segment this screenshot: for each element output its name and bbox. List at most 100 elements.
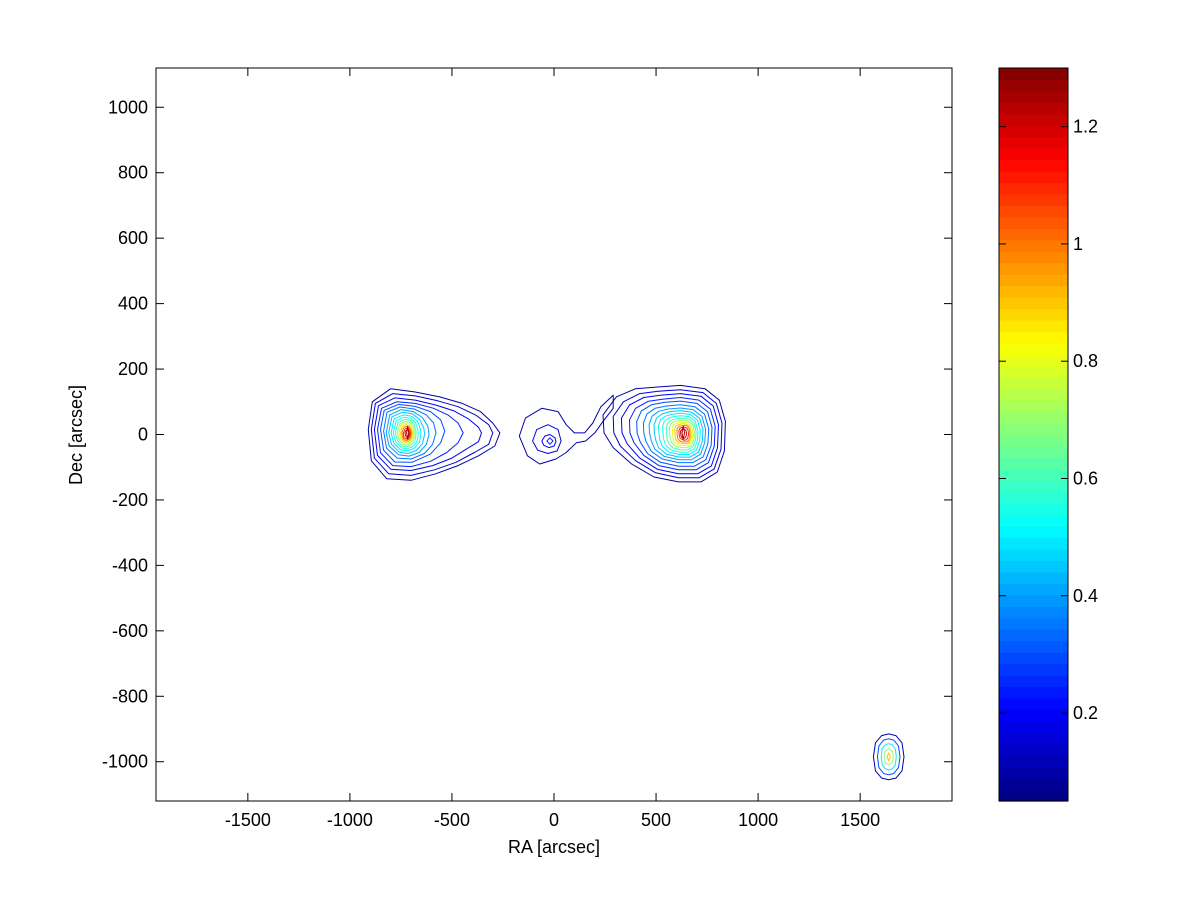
- x-tick-label: 0: [549, 810, 559, 830]
- contour-line: [370, 393, 494, 476]
- contour-line: [390, 414, 422, 452]
- colorbar-band: [999, 503, 1068, 516]
- contour-line: [676, 424, 691, 443]
- y-tick-label: 1000: [108, 97, 148, 117]
- source-point-source: [872, 733, 905, 781]
- contour-line: [373, 397, 482, 471]
- contour-line: [396, 420, 415, 446]
- contour-line: [648, 407, 707, 461]
- colorbar-band: [999, 171, 1068, 184]
- colorbar-band: [999, 697, 1068, 710]
- y-tick-label: -600: [112, 621, 148, 641]
- contour-line: [681, 425, 686, 440]
- contour-line: [398, 422, 414, 444]
- contour-line: [658, 412, 701, 455]
- contour-lines: [367, 384, 905, 781]
- colorbar-band: [999, 583, 1068, 596]
- contour-line: [636, 400, 713, 467]
- colorbar-band: [999, 743, 1068, 756]
- colorbar-band: [999, 755, 1068, 768]
- x-tick-label: 1500: [840, 810, 880, 830]
- y-tick-label: -200: [112, 490, 148, 510]
- colorbar-band: [999, 182, 1068, 195]
- colorbar-band: [999, 136, 1068, 149]
- colorbar-band: [999, 216, 1068, 229]
- contour-line: [877, 738, 901, 776]
- colorbar-band: [999, 457, 1068, 470]
- colorbar-band: [999, 400, 1068, 413]
- colorbar-band: [999, 102, 1068, 115]
- colorbar-band: [999, 789, 1068, 802]
- contour-line: [880, 743, 897, 771]
- contour-line: [388, 411, 426, 454]
- colorbar-band: [999, 663, 1068, 676]
- colorbar-band: [999, 319, 1068, 333]
- y-tick-label: 0: [138, 425, 148, 445]
- colorbar-band: [999, 193, 1068, 207]
- colorbar-tick-label: 0.2: [1073, 703, 1098, 723]
- contour-line: [377, 401, 464, 468]
- colorbar-band: [999, 342, 1068, 355]
- contour-line: [629, 397, 716, 471]
- contour-line: [883, 748, 894, 766]
- contour-line: [678, 426, 689, 441]
- colorbar-band: [999, 675, 1068, 688]
- contour-line: [385, 409, 430, 457]
- colorbar-band: [999, 262, 1068, 275]
- y-tick-label: -400: [112, 555, 148, 575]
- colorbar-band: [999, 617, 1068, 630]
- colorbar-band: [999, 606, 1068, 619]
- contour-line: [669, 419, 695, 449]
- source-east-lobe: [602, 384, 726, 483]
- colorbar-band: [999, 148, 1068, 161]
- colorbar-band: [999, 354, 1068, 367]
- x-axis-label: RA [arcsec]: [508, 837, 600, 857]
- colorbar-band: [999, 720, 1068, 733]
- y-tick-label: -1000: [102, 752, 148, 772]
- y-axis: -1000 -800 -600 -400 -200 0 200 400 600 800 1000: [102, 97, 952, 772]
- colorbar-gradient: [999, 68, 1068, 802]
- colorbar-band: [999, 297, 1068, 310]
- colorbar-band: [999, 434, 1068, 447]
- colorbar-band: [999, 377, 1068, 390]
- contour-line: [872, 733, 905, 781]
- x-tick-label: -1000: [327, 810, 373, 830]
- colorbar-band: [999, 686, 1068, 699]
- contour-line: [662, 415, 699, 453]
- colorbar-band: [999, 594, 1068, 607]
- colorbar-band: [999, 411, 1068, 424]
- y-tick-label: 400: [118, 294, 148, 314]
- colorbar-band: [999, 79, 1068, 92]
- colorbar-band: [999, 285, 1068, 298]
- contour-line: [401, 425, 412, 441]
- contour-line: [602, 384, 726, 483]
- contour-line: [674, 423, 692, 445]
- contour-line: [642, 404, 710, 464]
- colorbar-band: [999, 445, 1068, 458]
- colorbar-band: [999, 766, 1068, 779]
- colorbar-band: [999, 537, 1068, 550]
- contour-line: [406, 425, 410, 440]
- colorbar-band: [999, 90, 1068, 103]
- colorbar-band: [999, 468, 1068, 481]
- colorbar-band: [999, 491, 1068, 504]
- y-tick-label: 200: [118, 359, 148, 379]
- contour-line: [394, 418, 417, 448]
- contour-line: [653, 410, 704, 458]
- contour-line: [541, 434, 557, 449]
- colorbar-band: [999, 331, 1068, 344]
- x-tick-label: -500: [434, 810, 470, 830]
- colorbar-band: [999, 709, 1068, 722]
- contour-line: [380, 403, 446, 463]
- colorbar-tick-label: 1: [1073, 234, 1083, 254]
- contour-line: [620, 393, 719, 475]
- colorbar-band: [999, 68, 1068, 81]
- colorbar-tick-label: 1.2: [1073, 117, 1098, 137]
- x-tick-label: 500: [641, 810, 671, 830]
- colorbar-band: [999, 652, 1068, 665]
- contour-line: [400, 424, 413, 443]
- colorbar-band: [999, 251, 1068, 264]
- y-tick-label: 800: [118, 163, 148, 183]
- colorbar-band: [999, 778, 1068, 791]
